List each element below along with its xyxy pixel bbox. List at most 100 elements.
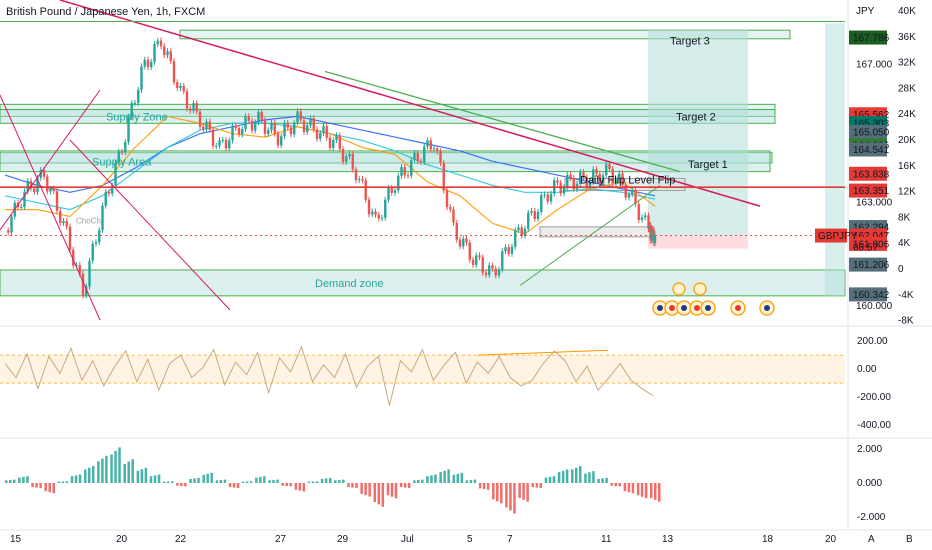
macd-bar bbox=[144, 467, 148, 483]
price-badge-label: 162.294 bbox=[853, 223, 890, 234]
candle-body bbox=[608, 164, 611, 169]
time-tick: 20 bbox=[116, 534, 128, 545]
candle-body bbox=[481, 257, 484, 273]
candle-body bbox=[348, 154, 351, 157]
macd-bar bbox=[97, 461, 100, 483]
candle-body bbox=[88, 260, 91, 287]
macd-bar bbox=[465, 480, 469, 483]
candle-body bbox=[403, 167, 406, 176]
candle-body bbox=[244, 116, 247, 130]
candle-body bbox=[374, 211, 377, 215]
macd-bar bbox=[473, 479, 477, 483]
time-axis[interactable]: 15 20 22 27 29 Jul 5 7 11 13 18 20 A B bbox=[0, 529, 932, 545]
candle-body bbox=[182, 85, 185, 92]
candle-body bbox=[432, 148, 436, 150]
symbol-badge-label: GBPJPY bbox=[818, 231, 858, 242]
candle-body bbox=[328, 137, 332, 148]
trendlines-layer bbox=[0, 0, 845, 321]
macd-bar bbox=[13, 479, 16, 483]
macd-bar bbox=[22, 476, 25, 483]
candle-body bbox=[523, 228, 527, 236]
candle-body bbox=[546, 194, 549, 202]
candle-body bbox=[299, 111, 302, 121]
candle-body bbox=[29, 180, 33, 189]
macd-bar bbox=[561, 470, 565, 483]
macd-bar bbox=[311, 481, 315, 483]
cci-tick: -400.00 bbox=[857, 420, 891, 431]
macd-bar bbox=[302, 483, 306, 492]
candle-body bbox=[218, 140, 221, 146]
candle-body bbox=[520, 227, 523, 236]
macd-bar bbox=[249, 481, 253, 483]
candle-body bbox=[33, 188, 36, 192]
macd-tick: 2.000 bbox=[857, 444, 882, 455]
candle-body bbox=[452, 209, 455, 223]
candle-body bbox=[111, 185, 114, 194]
macd-bar bbox=[219, 479, 223, 483]
macd-bar bbox=[592, 471, 595, 483]
event-icon-dot bbox=[681, 305, 687, 311]
candle-body bbox=[640, 217, 644, 220]
candle-body bbox=[371, 211, 374, 215]
candle-body bbox=[68, 226, 72, 250]
macd-bar bbox=[74, 475, 78, 483]
macd-bar bbox=[232, 483, 236, 488]
candle-body bbox=[380, 217, 384, 219]
choch-label: ChoCh bbox=[76, 216, 101, 225]
candle-body bbox=[322, 126, 325, 133]
macd-bar bbox=[236, 483, 240, 489]
cci-line bbox=[4, 345, 654, 406]
macd-bar bbox=[223, 479, 227, 483]
price-axis[interactable]: JPY 40K 36K 32K 28K 24K 20K 16K 12K 8K 4K 0 -4K -8K 16… bbox=[0, 0, 916, 530]
candle-body bbox=[585, 177, 588, 188]
candle-body bbox=[55, 191, 59, 211]
macd-bar bbox=[52, 483, 55, 494]
macd-bar bbox=[610, 483, 614, 486]
macd-bar bbox=[571, 469, 574, 483]
candle-body bbox=[384, 199, 387, 218]
candle-body bbox=[475, 255, 478, 265]
price-layer bbox=[7, 37, 657, 299]
candle-body bbox=[572, 177, 575, 190]
cci-tick: 200.00 bbox=[857, 336, 888, 347]
candle-body bbox=[413, 153, 416, 161]
macd-bar bbox=[35, 483, 38, 488]
zone-label: Target 3 bbox=[670, 35, 710, 47]
candle-body bbox=[488, 265, 491, 275]
candle-body bbox=[114, 162, 117, 186]
macd-bar bbox=[166, 481, 170, 483]
candle-body bbox=[582, 172, 585, 178]
candle-body bbox=[62, 221, 65, 223]
macd-bar bbox=[276, 479, 279, 483]
candle-body bbox=[286, 122, 289, 128]
macd-tick: -2.000 bbox=[857, 512, 886, 523]
candle-body bbox=[436, 148, 439, 152]
macd-bar bbox=[355, 483, 358, 489]
macd-bar bbox=[153, 475, 157, 483]
macd-bar bbox=[324, 478, 328, 483]
candle-body bbox=[637, 204, 640, 220]
candle-body bbox=[39, 170, 42, 178]
candle-body bbox=[276, 133, 280, 146]
candle-body bbox=[504, 247, 507, 252]
time-tick: 5 bbox=[467, 534, 473, 545]
axis-button: B bbox=[906, 534, 913, 545]
macd-bar bbox=[364, 483, 367, 496]
candle-body bbox=[289, 127, 293, 135]
candle-body bbox=[150, 61, 153, 68]
resistance-line bbox=[59, 0, 761, 207]
macd-bar bbox=[18, 477, 21, 483]
macd-bar bbox=[206, 473, 209, 483]
candle-body bbox=[20, 206, 23, 208]
candle-body bbox=[250, 120, 254, 131]
candle-body bbox=[107, 191, 111, 194]
macd-bar bbox=[407, 483, 411, 489]
macd-bar bbox=[658, 483, 661, 502]
macd-bar bbox=[443, 470, 446, 483]
macd-bar bbox=[315, 481, 319, 483]
candle-body bbox=[179, 85, 182, 88]
candle-body bbox=[296, 111, 299, 123]
candle-body bbox=[234, 125, 237, 129]
candle-body bbox=[351, 154, 354, 170]
